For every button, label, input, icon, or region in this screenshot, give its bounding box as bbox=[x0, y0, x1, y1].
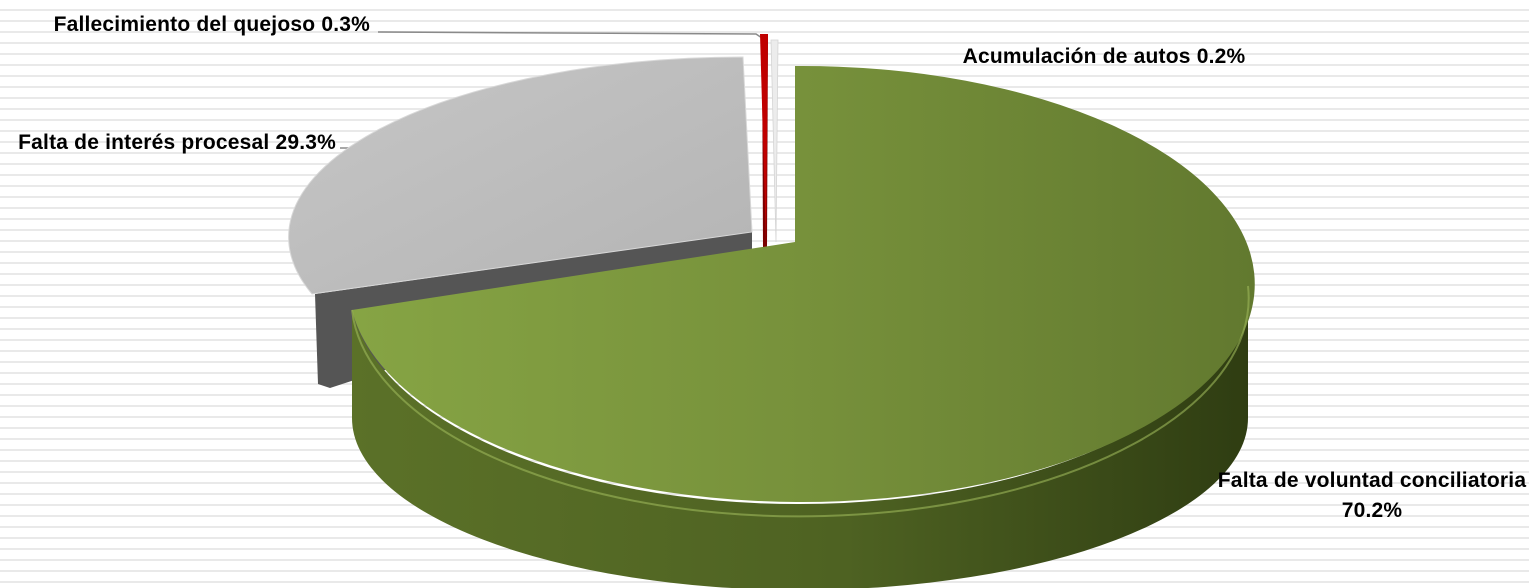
label-voluntad: Falta de voluntad conciliatoria bbox=[1218, 469, 1527, 492]
label-interes: Falta de interés procesal 29.3% bbox=[18, 131, 336, 154]
pie-slice-voluntad-rim bbox=[351, 285, 1250, 518]
label-fallecimiento: Fallecimiento del quejoso 0.3% bbox=[54, 13, 371, 36]
label-voluntad-value: 70.2% bbox=[1342, 499, 1403, 522]
pie-slice-interes bbox=[288, 56, 753, 295]
label-acumulacion: Acumulación de autos 0.2% bbox=[963, 45, 1246, 68]
leader-line-fallecimiento bbox=[377, 31, 763, 39]
pie-slice-acumulacion bbox=[770, 39, 779, 243]
pie-slice-fallecimiento bbox=[760, 34, 768, 244]
pie-slice-voluntad bbox=[352, 65, 1255, 502]
pie-slice-side-voluntad bbox=[352, 286, 1248, 588]
